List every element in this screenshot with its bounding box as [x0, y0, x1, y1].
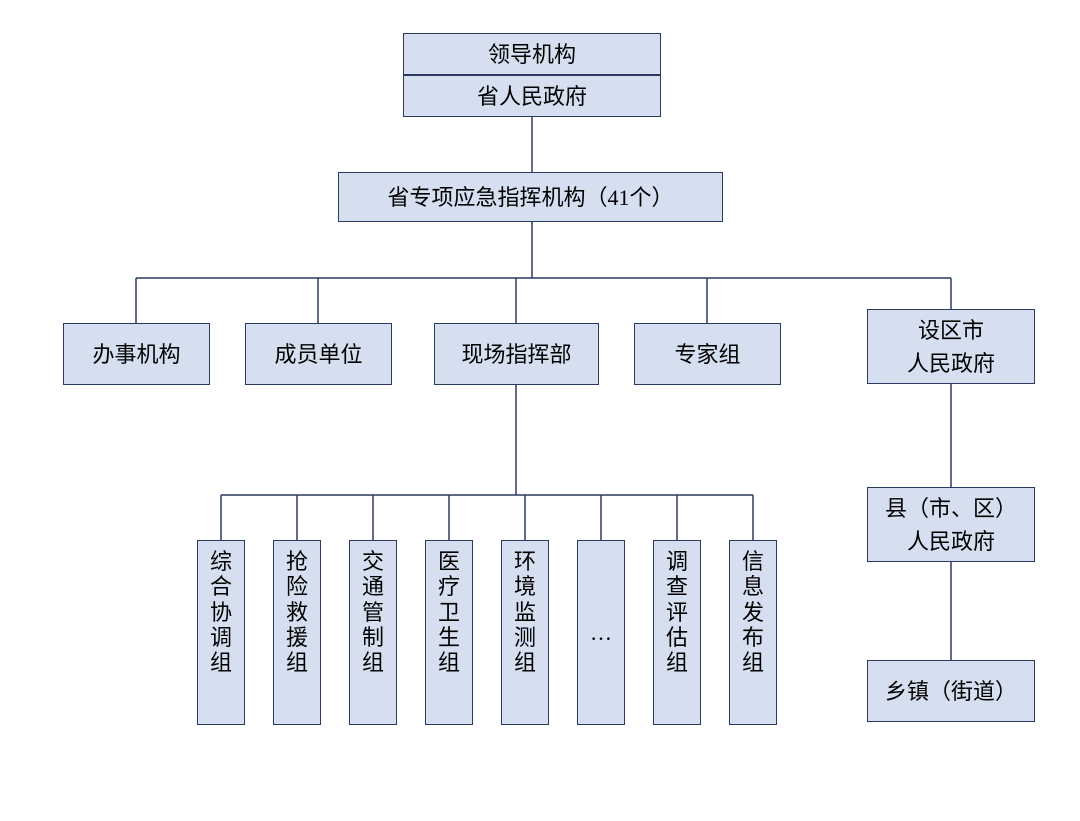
label: 领导机构 [488, 38, 576, 71]
node-provincial-gov: 省人民政府 [403, 75, 661, 117]
vnode-medical: 医疗卫生组 [425, 540, 473, 725]
label: 专家组 [674, 338, 740, 371]
label: 省人民政府 [477, 80, 587, 113]
vnode-investigation: 调查评估组 [653, 540, 701, 725]
label: … [590, 620, 612, 645]
node-special-command: 省专项应急指挥机构（41个） [338, 172, 723, 222]
vnode-environment: 环境监测组 [501, 540, 549, 725]
node-leadership: 领导机构 [403, 33, 661, 75]
label: 现场指挥部 [461, 338, 571, 371]
vnode-information: 信息发布组 [729, 540, 777, 725]
label: 县（市、区） 人民政府 [885, 492, 1017, 558]
node-members: 成员单位 [245, 323, 392, 385]
label: 设区市 人民政府 [907, 314, 995, 380]
label: 调查评估组 [666, 549, 688, 675]
org-chart-canvas: 领导机构 省人民政府 省专项应急指挥机构（41个） 办事机构 成员单位 现场指挥… [0, 0, 1080, 821]
label: 医疗卫生组 [438, 549, 460, 675]
vnode-ellipsis: … [577, 540, 625, 725]
label: 办事机构 [92, 338, 180, 371]
vnode-coordination: 综合协调组 [197, 540, 245, 725]
node-experts: 专家组 [634, 323, 781, 385]
label: 抢险救援组 [286, 549, 308, 675]
node-office: 办事机构 [63, 323, 210, 385]
label: 综合协调组 [210, 549, 232, 675]
node-county-gov: 县（市、区） 人民政府 [867, 487, 1035, 562]
label: 成员单位 [274, 338, 362, 371]
node-city-gov: 设区市 人民政府 [867, 309, 1035, 384]
vnode-traffic: 交通管制组 [349, 540, 397, 725]
label: 省专项应急指挥机构（41个） [387, 181, 673, 214]
node-onsite-command: 现场指挥部 [434, 323, 599, 385]
label: 信息发布组 [742, 549, 764, 675]
label: 乡镇（街道） [885, 675, 1017, 708]
node-township: 乡镇（街道） [867, 660, 1035, 722]
vnode-rescue: 抢险救援组 [273, 540, 321, 725]
label: 环境监测组 [514, 549, 536, 675]
label: 交通管制组 [362, 549, 384, 675]
